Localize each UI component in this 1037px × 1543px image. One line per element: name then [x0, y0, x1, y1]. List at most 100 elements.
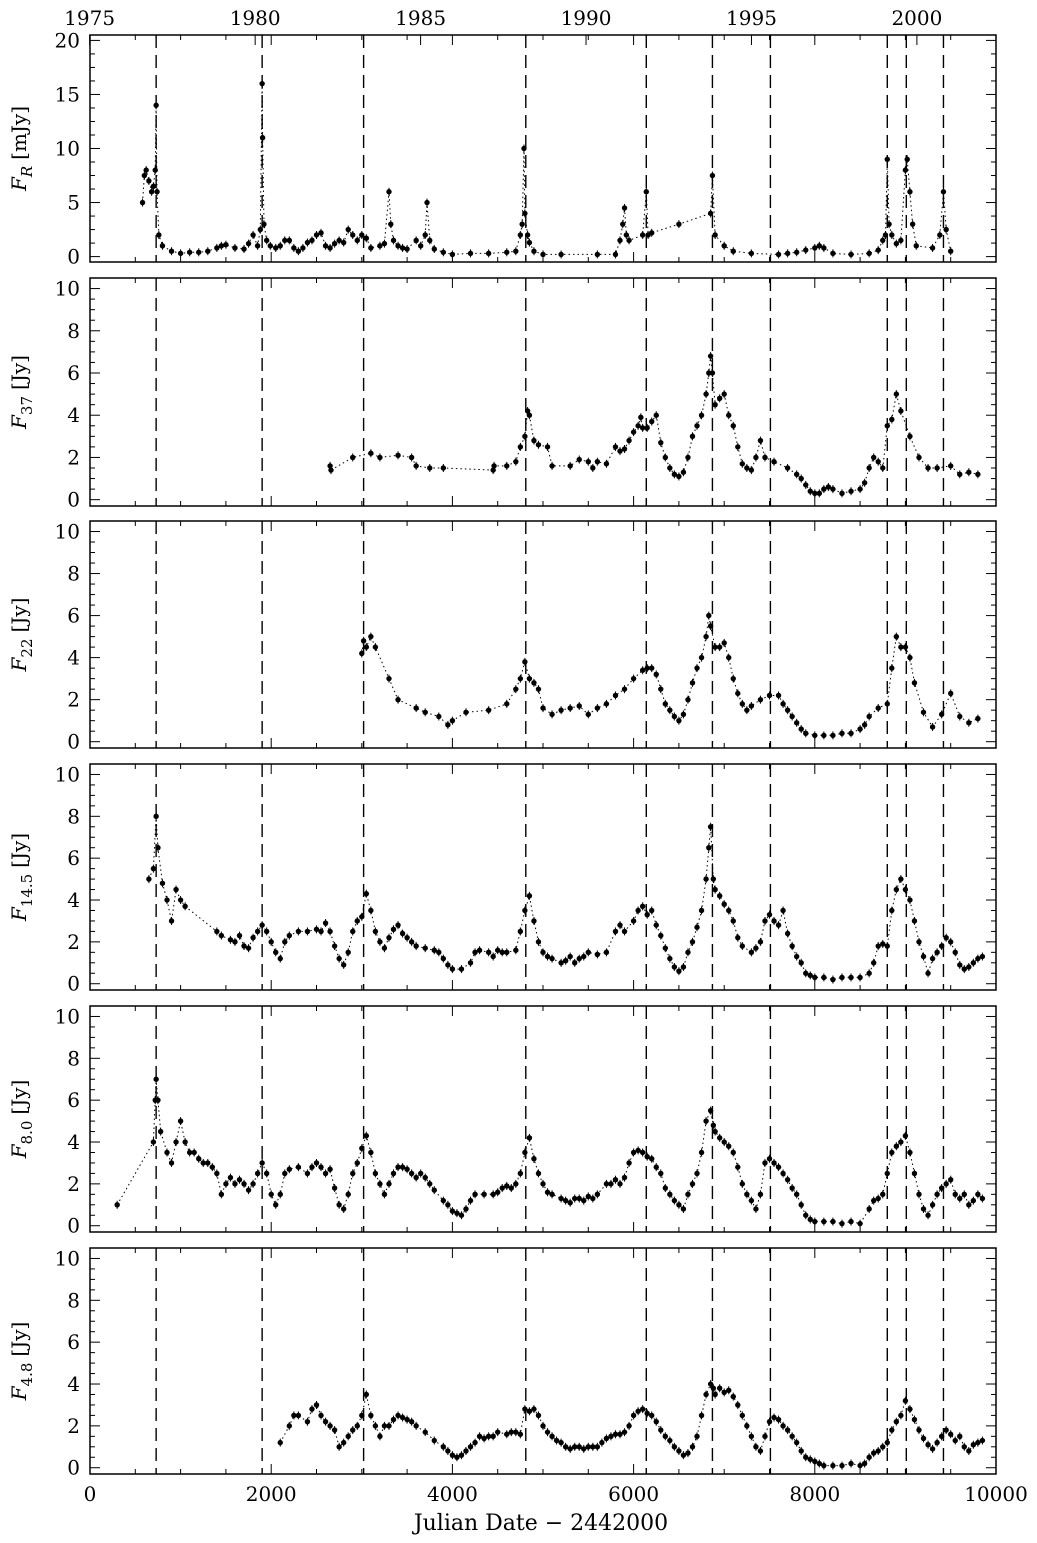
data-point	[413, 943, 419, 949]
data-point	[979, 953, 986, 960]
data-point	[707, 1381, 714, 1387]
data-point	[354, 1160, 360, 1166]
y-label-subscript: 4.8	[18, 1363, 36, 1387]
series-line	[329, 356, 979, 494]
data-point	[436, 949, 442, 956]
data-point	[241, 1181, 247, 1187]
data-point	[268, 1191, 274, 1198]
data-point	[975, 1191, 981, 1198]
y-label-symbol: F	[7, 906, 31, 922]
data-point	[567, 1200, 573, 1206]
data-point	[898, 644, 904, 650]
data-point	[857, 1220, 863, 1227]
data-point	[504, 249, 510, 255]
data-point	[581, 953, 587, 960]
y-tick-label: 10	[55, 1246, 80, 1270]
data-point	[748, 949, 755, 956]
data-point	[277, 1439, 283, 1446]
data-point	[907, 189, 913, 195]
data-point	[585, 1193, 591, 1200]
data-point	[581, 1446, 587, 1452]
data-point	[938, 711, 945, 718]
data-point	[709, 172, 716, 179]
data-point	[975, 471, 981, 478]
data-point	[975, 955, 981, 962]
y-tick-label: 0	[67, 245, 80, 269]
data-point	[250, 232, 256, 238]
data-point	[567, 705, 573, 711]
data-point	[807, 1456, 813, 1463]
data-point	[803, 1454, 809, 1460]
data-point	[884, 423, 890, 429]
data-point	[866, 1454, 872, 1460]
data-point	[282, 1170, 288, 1177]
data-point	[513, 686, 519, 692]
data-point	[889, 1427, 895, 1433]
panel-37: 0 2 4 6 8 10 F37 [Jy]	[7, 277, 997, 512]
data-point	[345, 1433, 351, 1440]
data-point	[639, 667, 646, 673]
panel-8-0: 0 2 4 6 8 10 F8.0 [Jy]	[7, 1004, 997, 1238]
data-point	[191, 1149, 197, 1156]
data-point	[517, 675, 524, 682]
data-point	[381, 240, 388, 247]
data-point	[821, 974, 827, 981]
data-point	[454, 1454, 460, 1460]
data-point	[902, 167, 909, 173]
y-tick-label: 0	[67, 730, 80, 754]
data-point	[689, 1444, 696, 1450]
data-point	[404, 246, 410, 252]
data-point	[735, 444, 741, 450]
data-point	[295, 928, 302, 935]
data-point	[327, 1423, 333, 1429]
data-point	[667, 955, 673, 962]
data-point	[626, 1423, 632, 1429]
data-point	[381, 1191, 388, 1198]
data-point	[920, 953, 927, 960]
y-axis-label: F4.8 [Jy]	[7, 1322, 36, 1402]
data-point	[340, 962, 347, 968]
data-point	[653, 671, 659, 678]
data-point	[649, 230, 655, 236]
data-point	[676, 221, 682, 227]
data-point	[241, 943, 247, 949]
data-point	[331, 943, 338, 949]
y-axis-label: F14.5 [Jy]	[7, 833, 36, 922]
data-point	[467, 1444, 474, 1450]
data-point	[259, 80, 265, 87]
data-point	[904, 156, 910, 163]
data-point	[485, 949, 492, 956]
data-point	[630, 1412, 637, 1419]
data-point	[540, 705, 546, 711]
data-point	[685, 949, 691, 956]
data-point	[313, 1402, 320, 1408]
data-point	[730, 1393, 736, 1400]
data-point	[535, 1412, 542, 1419]
data-point	[286, 1166, 293, 1172]
data-point	[626, 1160, 632, 1166]
data-point	[417, 1170, 424, 1177]
data-point	[649, 907, 655, 914]
data-point	[363, 1391, 370, 1398]
y-axis-label: FR [mJy]	[7, 106, 36, 192]
data-point	[762, 918, 768, 924]
data-point	[350, 1427, 356, 1433]
data-point	[282, 237, 288, 244]
data-point	[911, 1416, 918, 1423]
data-point	[807, 1216, 813, 1223]
data-point	[304, 239, 311, 246]
data-point	[585, 458, 591, 465]
data-point	[139, 199, 146, 206]
y-tick-label: 10	[55, 520, 80, 544]
data-point	[413, 1423, 419, 1429]
data-point	[594, 951, 601, 958]
data-point	[793, 1439, 800, 1446]
y-tick-label: 8	[67, 804, 80, 828]
data-point	[495, 1189, 501, 1195]
data-point	[152, 167, 158, 173]
data-point	[594, 1191, 601, 1198]
data-point	[363, 235, 370, 241]
data-point	[156, 232, 162, 238]
data-point	[526, 1135, 533, 1141]
data-point	[467, 1197, 474, 1204]
